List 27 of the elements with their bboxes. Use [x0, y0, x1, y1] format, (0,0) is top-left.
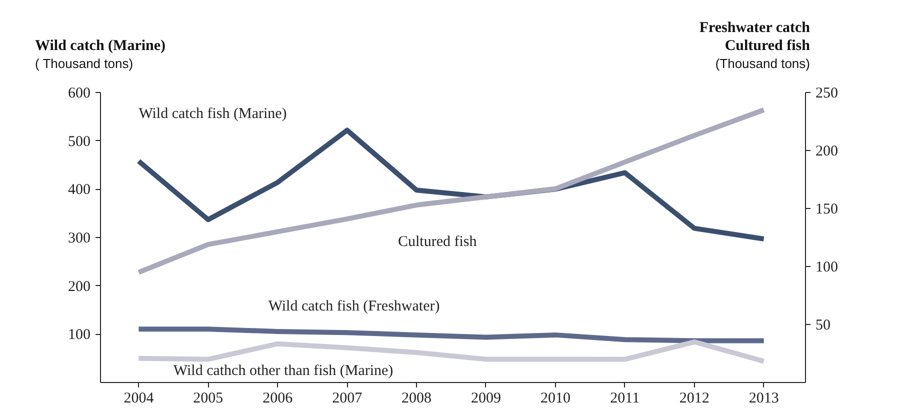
x-tick-label: 2008 [402, 390, 432, 406]
x-tick-label: 2012 [679, 390, 710, 406]
y-tick-label: 600 [68, 86, 90, 102]
y2-tick-label: 200 [816, 144, 838, 160]
series-label: Wild cathch other than fish (Marine) [173, 362, 394, 379]
y2-tick-label: 250 [816, 86, 838, 102]
x-tick-label: 2013 [748, 390, 779, 406]
x-tick-label: 2004 [124, 390, 154, 406]
x-tick-label: 2010 [540, 390, 570, 406]
y-tick-label: 500 [68, 134, 90, 150]
y-tick-label: 300 [68, 230, 90, 246]
text: Wild catch fish (Marine) [138, 106, 287, 122]
y-tick-label: 100 [68, 327, 90, 344]
x-tick-label: 2007 [332, 390, 363, 406]
series-label: Cultured fish [398, 234, 478, 250]
y-tick-label: 400 [68, 182, 90, 198]
series-label: Wild catch fish (Freshwater) [268, 298, 440, 315]
y-tick-label: 200 [68, 278, 90, 295]
y2-tick-label: 100 [816, 260, 838, 276]
y-axis-title: Wild catch (Marine) ( Thousand tons) [35, 37, 166, 73]
y2-tick-label: 150 [816, 202, 838, 218]
x-tick-label: 2006 [262, 390, 294, 406]
y2-axis-title: Freshwater catch Cultured fish (Thousand tons) [699, 19, 810, 73]
x-tick-label: 2011 [610, 390, 640, 406]
x-tick-label: 2009 [470, 390, 501, 406]
x-tick-label: 2005 [193, 390, 224, 406]
y2-tick-label: 50 [816, 318, 830, 334]
